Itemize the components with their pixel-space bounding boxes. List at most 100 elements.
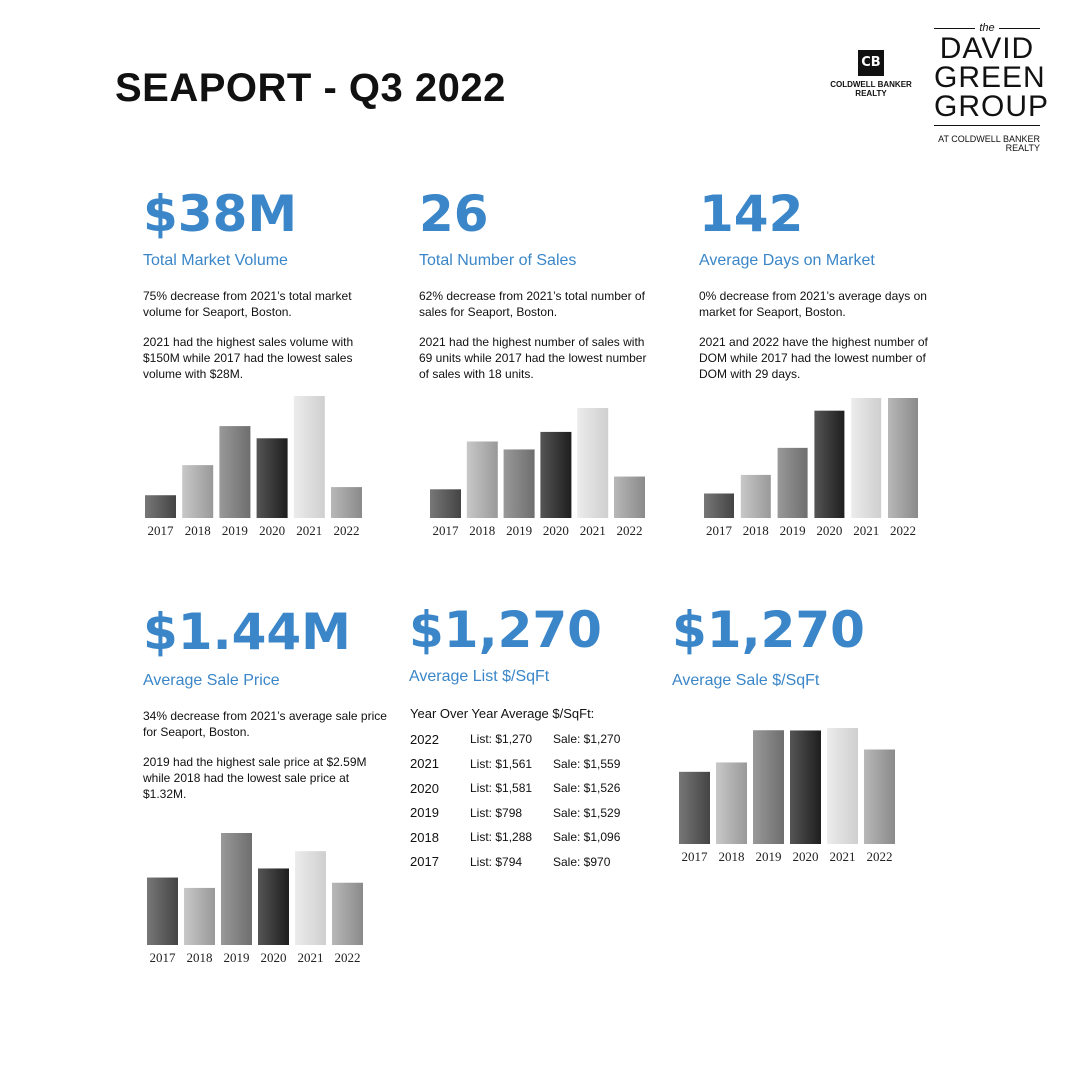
yoy-list: List: $1,288	[470, 830, 533, 845]
x-tick-label: 2022	[890, 523, 916, 538]
stat-average-sale-price: $1.44M Average Sale Price 34% decrease f…	[143, 604, 393, 816]
yoy-row: 2019 List: $798 Sale: $1,529	[410, 801, 640, 826]
bar-2019	[753, 730, 784, 844]
yoy-table: Year Over Year Average $/SqFt: 2022 List:…	[410, 706, 640, 874]
yoy-year: 2020	[410, 780, 439, 796]
stat-value: $1,270	[409, 601, 602, 659]
yoy-row: 2022 List: $1,270 Sale: $1,270	[410, 727, 640, 752]
dg-sub-1: AT COLDWELL BANKER	[938, 134, 1040, 144]
bar-2022	[888, 398, 918, 518]
stat-value: 142	[699, 185, 804, 243]
bar-2020	[790, 730, 821, 844]
stat-desc-2: 2021 had the highest number of sales wit…	[419, 335, 647, 381]
yoy-row: 2020 List: $1,581 Sale: $1,526	[410, 776, 640, 801]
bar-chart-svg: 2017 2018 2019 2020 2021 2022	[147, 833, 363, 965]
dg-the: the	[979, 22, 995, 34]
stat-label: Average List $/SqFt	[409, 668, 550, 685]
stat-label: Average Sale $/SqFt	[672, 672, 820, 689]
bar-2019	[221, 833, 252, 945]
bar-2017	[704, 493, 734, 518]
x-tick-label: 2017	[433, 523, 460, 538]
yoy-year: 2019	[410, 805, 439, 821]
yoy-heading: Year Over Year Average $/SqFt:	[410, 706, 595, 721]
bar-2018	[466, 441, 498, 518]
x-tick-label: 2020	[816, 523, 842, 538]
yoy-row: 2021 List: $1,561 Sale: $1,559	[410, 752, 640, 777]
yoy-sale: Sale: $1,096	[553, 830, 621, 845]
dg-sub-2: REALTY	[1005, 143, 1040, 153]
x-tick-label: 2021	[830, 849, 856, 864]
x-tick-label: 2019	[756, 849, 782, 864]
stat-description: 75% decrease from 2021’s total market vo…	[143, 288, 373, 382]
stat-average-list-sqft: $1,270 Average List $/SqFt	[409, 602, 639, 686]
x-tick-label: 2018	[185, 523, 211, 538]
yoy-row: 2018 List: $1,288 Sale: $1,096	[410, 825, 640, 850]
david-green-group-logo: the DAVID GREEN GROUP AT COLDWELL BANKER…	[934, 22, 1050, 153]
x-tick-label: 2020	[261, 950, 287, 965]
yoy-row: 2017 List: $794 Sale: $970	[410, 850, 640, 875]
page-title: SEAPORT - Q3 2022	[115, 66, 506, 110]
stat-desc-1: 75% decrease from 2021’s total market vo…	[143, 289, 352, 319]
x-tick-label: 2019	[222, 523, 248, 538]
bar-2018	[740, 474, 771, 518]
x-tick-label: 2018	[719, 849, 745, 864]
bar-chart-svg: 2017 2018 2019 2020 2021 2022	[145, 396, 362, 538]
cb-name-line1: COLDWELL BANKER	[830, 80, 912, 89]
yoy-year: 2018	[410, 829, 439, 845]
x-tick-label: 2021	[580, 523, 606, 538]
yoy-sale: Sale: $970	[553, 854, 611, 869]
x-tick-label: 2017	[150, 950, 177, 965]
x-tick-label: 2018	[743, 523, 769, 538]
x-tick-label: 2019	[224, 950, 250, 965]
bar-2021	[851, 398, 882, 518]
x-tick-label: 2022	[867, 849, 893, 864]
yoy-list: List: $1,561	[470, 756, 533, 771]
bar-chart-svg: 2017 2018 2019 2020 2021 2022	[704, 398, 918, 538]
bar-2018	[182, 465, 214, 518]
dg-word-3: GROUP	[934, 90, 1050, 123]
dg-word-1: DAVID	[939, 32, 1035, 65]
chart-market-volume: 2017 2018 2019 2020 2021 2022	[143, 396, 365, 540]
x-tick-label: 2017	[148, 523, 175, 538]
stat-desc-2: 2019 had the highest sale price at $2.59…	[143, 755, 367, 801]
bar-2017	[679, 771, 710, 844]
bar-2022	[332, 882, 363, 945]
stat-market-volume: $38M Total Market Volume 75% decrease fr…	[143, 186, 373, 396]
stat-value: 26	[419, 185, 489, 243]
x-tick-label: 2021	[298, 950, 324, 965]
stat-description: 34% decrease from 2021’s average sale pr…	[143, 708, 393, 802]
x-tick-label: 2018	[469, 523, 495, 538]
bar-2020	[256, 438, 288, 518]
yoy-year: 2017	[410, 854, 439, 870]
chart-days-on-market: 2017 2018 2019 2020 2021 2022	[702, 398, 924, 540]
stat-desc-2: 2021 and 2022 have the highest number of…	[699, 335, 928, 381]
stat-value: $1,270	[672, 601, 865, 659]
x-tick-label: 2017	[682, 849, 709, 864]
chart-number-of-sales: 2017 2018 2019 2020 2021 2022	[428, 408, 650, 540]
yoy-sale: Sale: $1,526	[553, 781, 621, 796]
x-tick-label: 2021	[296, 523, 322, 538]
stat-value: $38M	[143, 185, 298, 243]
bar-2022	[614, 476, 645, 518]
bar-2018	[184, 887, 215, 945]
bar-2021	[577, 408, 609, 518]
yoy-list: List: $1,581	[470, 781, 533, 796]
bar-2018	[716, 762, 747, 844]
x-tick-label: 2020	[793, 849, 819, 864]
x-tick-label: 2019	[506, 523, 532, 538]
bar-2020	[814, 410, 845, 518]
x-tick-label: 2017	[706, 523, 733, 538]
stat-desc-2: 2021 had the highest sales volume with $…	[143, 335, 354, 381]
stat-desc-1: 0% decrease from 2021’s average days on …	[699, 289, 927, 319]
yoy-sale: Sale: $1,559	[553, 756, 621, 771]
bar-2017	[430, 489, 461, 518]
bar-2019	[777, 447, 808, 518]
chart-average-sale-sqft: 2017 2018 2019 2020 2021 2022	[677, 728, 899, 866]
cb-mark-icon: CB	[858, 50, 884, 76]
x-tick-label: 2020	[543, 523, 569, 538]
x-tick-label: 2022	[617, 523, 643, 538]
bar-2022	[864, 749, 895, 844]
chart-average-sale-price: 2017 2018 2019 2020 2021 2022	[145, 833, 367, 967]
x-tick-label: 2021	[853, 523, 879, 538]
x-tick-label: 2019	[780, 523, 806, 538]
